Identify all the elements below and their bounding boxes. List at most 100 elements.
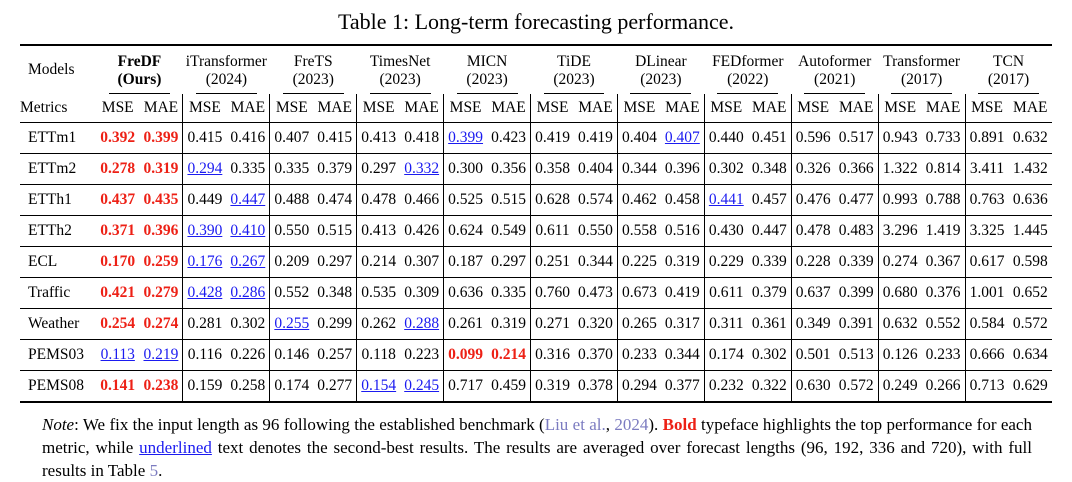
cmidrule	[717, 93, 779, 94]
metric-cell: 0.399	[143, 129, 179, 146]
metric-cell: 0.214	[491, 346, 526, 363]
metric-cell: 0.404	[616, 122, 661, 154]
metric-cell: 0.435	[143, 191, 179, 208]
metric-cell: 0.943	[877, 122, 922, 154]
model-header-autoformer: Autoformer (2021)	[791, 45, 878, 94]
note-text: underlined	[139, 438, 212, 457]
metric-cell: 0.339	[838, 253, 874, 270]
citation-link[interactable]: 5	[149, 461, 159, 480]
metric-label: MAE	[317, 99, 352, 116]
metric-cell: 0.535	[356, 277, 401, 309]
metric-cell: 0.466	[404, 191, 440, 208]
metric-label: MAE	[404, 99, 439, 116]
metric-cell: 0.170	[100, 253, 136, 270]
metric-cell: 0.265	[616, 308, 661, 340]
metric-cell: 0.294	[182, 153, 227, 185]
cmidrule	[456, 93, 518, 94]
models-label: Models	[28, 61, 75, 78]
metric-cell: 0.317	[664, 315, 700, 332]
metric-cell: 0.319	[491, 315, 526, 332]
metric-cell: 0.259	[143, 253, 179, 270]
citation-link[interactable]: Liu et al.	[544, 415, 606, 434]
metric-cell: 0.099	[443, 339, 488, 371]
table-row-etth2: ETTh2 0.371 0.396 0.390 0.410 0.550 0.515 0.413…	[20, 215, 1052, 247]
metric-cell: 0.326	[790, 153, 835, 185]
metric-cell: 0.572	[838, 377, 874, 394]
model-header-itransformer: iTransformer (2024)	[183, 45, 270, 94]
metric-cell: 0.478	[790, 215, 835, 247]
note-text: typeface highlights the top performance …	[42, 415, 1032, 457]
metric-cell: 0.396	[664, 160, 700, 177]
metric-cell: 1.322	[877, 153, 922, 185]
metric-cell: 0.214	[356, 246, 401, 278]
metric-cell: 0.513	[838, 346, 874, 363]
metric-cell: 0.320	[578, 315, 613, 332]
metric-cell: 0.261	[443, 308, 488, 340]
metric-cell: 0.632	[877, 308, 922, 340]
citation-link[interactable]: 2024	[614, 415, 649, 434]
cmidrule	[891, 93, 953, 94]
metric-cell: 0.760	[530, 277, 574, 309]
metric-cell: 0.419	[530, 122, 574, 154]
metric-cell: 0.428	[182, 277, 227, 309]
metric-cell: 0.440	[703, 122, 748, 154]
metric-cell: 0.418	[404, 129, 440, 146]
metric-cell: 0.572	[1012, 315, 1048, 332]
metric-cell: 0.449	[182, 184, 227, 216]
metric-cell: 0.404	[578, 160, 613, 177]
metric-cell: 0.335	[230, 160, 266, 177]
metric-cell: 0.288	[404, 315, 440, 332]
metric-cell: 0.245	[404, 377, 440, 394]
table-row-ettm1: ETTm1 0.392 0.399 0.415 0.416 0.407 0.415 0.413…	[20, 122, 1052, 154]
metric-label: MAE	[838, 99, 874, 116]
cmidrule	[282, 93, 344, 94]
table-caption: Table 1: Long-term forecasting performan…	[337, 9, 735, 34]
cmidrule	[630, 93, 692, 94]
metric-cell: 0.370	[578, 346, 613, 363]
metric-cell: 0.277	[317, 377, 353, 394]
metric-cell: 0.366	[838, 160, 874, 177]
metric-cell: 0.349	[790, 308, 835, 340]
metric-cell: 0.558	[616, 215, 661, 247]
metric-label: MSE	[356, 94, 401, 123]
metric-cell: 0.307	[404, 253, 440, 270]
metric-cell: 0.254	[100, 315, 136, 332]
metric-cell: 0.413	[356, 122, 401, 154]
metric-cell: 0.517	[838, 129, 874, 146]
metric-cell: 0.415	[317, 129, 353, 146]
metric-cell: 0.358	[530, 153, 574, 185]
metric-cell: 0.416	[230, 129, 266, 146]
metric-cell: 0.611	[703, 277, 748, 309]
model-header-frets: FreTS (2023)	[270, 45, 357, 94]
metric-cell: 0.637	[790, 277, 835, 309]
metric-label: MAE	[143, 99, 179, 116]
metric-cell: 0.187	[443, 246, 488, 278]
metric-cell: 0.174	[269, 370, 314, 402]
metric-cell: 0.426	[404, 222, 440, 239]
metric-cell: 0.598	[1012, 253, 1048, 270]
metric-cell: 0.316	[530, 339, 574, 371]
metric-cell: 0.309	[404, 284, 440, 301]
metric-cell: 0.584	[964, 308, 1009, 340]
metric-cell: 0.257	[317, 346, 353, 363]
metric-cell: 0.266	[925, 377, 961, 394]
metric-label: MAE	[752, 99, 787, 116]
metric-cell: 0.300	[443, 153, 488, 185]
metric-cell: 0.297	[491, 253, 526, 270]
metric-cell: 0.549	[491, 222, 526, 239]
metric-label: MSE	[530, 94, 574, 123]
metric-cell: 0.423	[491, 129, 526, 146]
metric-cell: 0.335	[269, 153, 314, 185]
metric-cell: 0.391	[838, 315, 874, 332]
metric-cell: 0.262	[356, 308, 401, 340]
metric-cell: 0.223	[404, 346, 440, 363]
metric-cell: 0.371	[100, 222, 136, 239]
metric-cell: 0.550	[269, 215, 314, 247]
model-header-fredf: FreDF (Ours)	[96, 45, 183, 94]
note-text: Note	[42, 415, 75, 434]
dataset-label: PEMS08	[28, 377, 84, 394]
metric-cell: 0.636	[1012, 191, 1048, 208]
metric-cell: 1.445	[1012, 222, 1048, 239]
metric-cell: 0.302	[703, 153, 748, 185]
metric-cell: 0.458	[664, 191, 700, 208]
